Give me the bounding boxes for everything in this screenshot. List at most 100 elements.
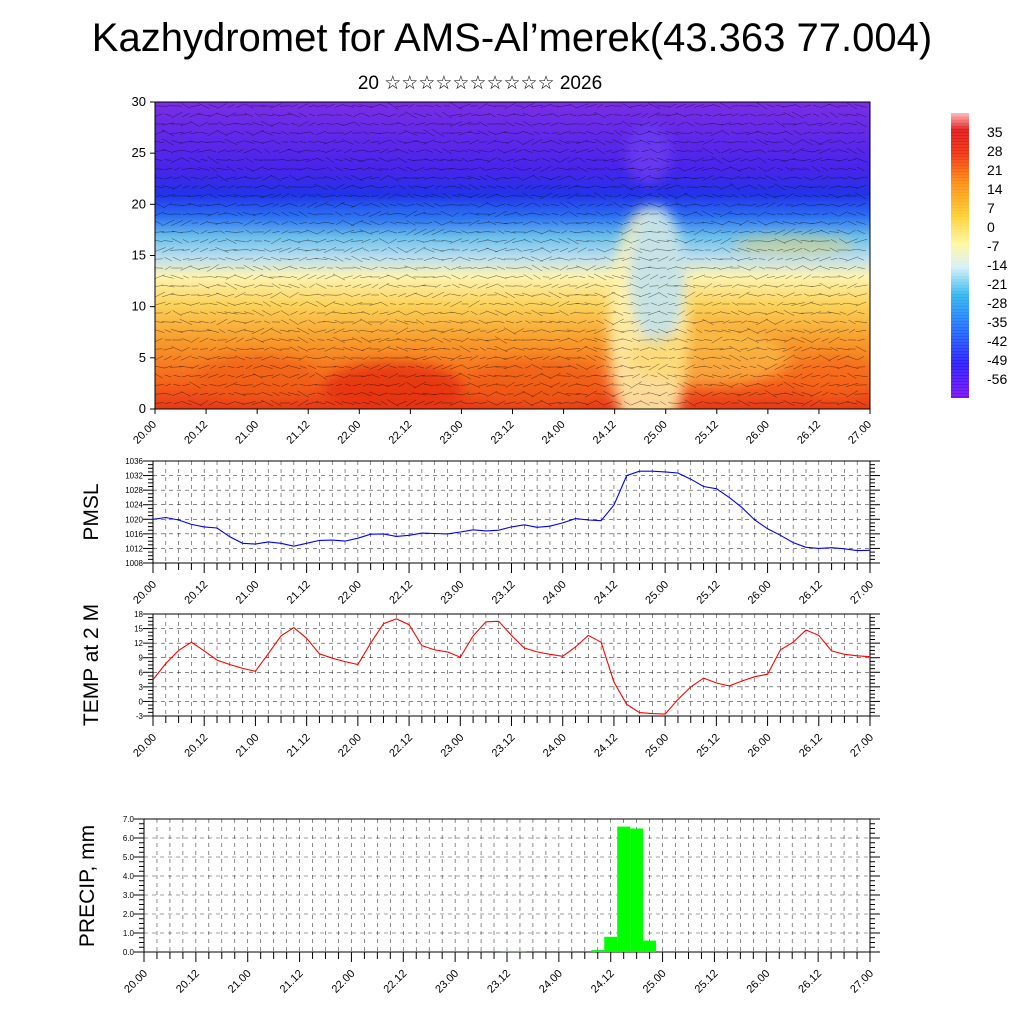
pmsl-ytick-label: 1036 (125, 457, 143, 466)
heat-xtick-label: 25.00 (642, 419, 670, 447)
heat-ytick-label: 30 (132, 94, 146, 109)
heat-xtick-label: 25.12 (693, 419, 721, 447)
precip-ytick-label: 7.0 (123, 815, 135, 824)
precip-bar (617, 826, 631, 952)
pmsl-xtick-label: 26.00 (746, 579, 774, 607)
colorbar-label: 7 (987, 200, 995, 216)
temp-2m-panel: -3 0 3 6 9 12 15 18 20.00 20.12 21.00 21.12 22.00 22.… (80, 604, 880, 760)
precip-bar (630, 828, 644, 952)
pmsl-ytick-label: 1016 (125, 530, 143, 539)
precip-ytick-label: 5.0 (123, 853, 135, 862)
colorbar-label: 21 (987, 162, 1003, 178)
heat-ytick-label: 15 (132, 248, 146, 263)
pmsl-xtick-label: 22.12 (387, 579, 415, 607)
temp-2m-xtick-label: 22.12 (387, 732, 415, 760)
heat-xtick-label: 20.12 (182, 419, 210, 447)
colorbar-label: -7 (987, 238, 1000, 254)
heat-feature-8 (733, 235, 854, 256)
temp-2m-xtick-label: 23.00 (438, 732, 466, 760)
temp-2m-ytick-label: 15 (134, 625, 143, 634)
pmsl-xtick-label: 20.12 (182, 579, 210, 607)
pmsl-ytick-label: 1020 (125, 515, 143, 524)
pmsl-xtick-label: 27.00 (848, 579, 876, 607)
precip-xtick-label: 23.12 (485, 968, 513, 996)
heat-feature-0 (323, 362, 464, 409)
temp-2m-xtick-label: 20.00 (131, 732, 159, 760)
heat-xtick-label: 23.00 (438, 419, 466, 447)
heat-xtick-label: 22.12 (387, 419, 415, 447)
precip-ytick-label: 0.0 (123, 948, 135, 957)
colorbar-label: -49 (987, 352, 1007, 368)
precip-xtick-label: 20.12 (174, 968, 202, 996)
heat-xtick-label: 26.12 (795, 419, 823, 447)
pmsl-series-line (152, 470, 871, 552)
precip-xtick-label: 25.00 (641, 968, 669, 996)
pmsl-xtick-label: 24.12 (592, 579, 620, 607)
pmsl-panel: 1008 1012 1016 1020 1024 1028 1032 1036 20.00 20.… (80, 457, 880, 607)
pmsl-ytick-label: 1028 (125, 486, 143, 495)
heat-ytick-label: 10 (132, 299, 146, 314)
precip-ytick-label: 1.0 (123, 929, 135, 938)
temperature-cross-section-field (155, 102, 870, 409)
pmsl-ytick-label: 1032 (125, 472, 143, 481)
colorbar: 35 28 21 14 7 0 -7 -14 -21 -28 -35 -42 -49 -56 (951, 113, 1007, 398)
precip-xtick-label: 23.00 (433, 968, 461, 996)
temp-2m-xtick-label: 22.00 (336, 732, 364, 760)
precip-xtick-label: 20.00 (122, 968, 150, 996)
temp-2m-ytick-label: -3 (136, 712, 144, 721)
pmsl-ytick-label: 1024 (125, 501, 143, 510)
heat-xtick-label: 23.12 (489, 419, 517, 447)
colorbar-stripes (951, 115, 969, 396)
colorbar-label: 35 (987, 124, 1003, 140)
temp-2m-xtick-label: 27.00 (848, 732, 876, 760)
temp-2m-xtick-label: 21.00 (234, 732, 262, 760)
heat-feature-4 (629, 205, 686, 346)
temp-2m-xtick-label: 21.12 (285, 732, 313, 760)
temp-2m-xtick-label: 24.00 (541, 732, 569, 760)
precip-bar (604, 936, 618, 952)
precip-xtick-label: 22.00 (330, 968, 358, 996)
heat-xtick-label: 27.00 (846, 419, 874, 447)
colorbar-label: 0 (987, 219, 995, 235)
precip-xtick-label: 24.00 (537, 968, 565, 996)
pmsl-xtick-label: 24.00 (541, 579, 569, 607)
colorbar-gradient (951, 113, 969, 398)
pmsl-xtick-label: 21.12 (285, 579, 313, 607)
temp-2m-ytick-label: 9 (139, 654, 144, 663)
temp-2m-xtick-label: 24.12 (592, 732, 620, 760)
precip-bar (513, 951, 527, 953)
pmsl-xtick-label: 23.00 (438, 579, 466, 607)
heat-xtick-label: 24.00 (540, 419, 568, 447)
precip-ytick-label: 2.0 (123, 910, 135, 919)
heat-ytick-label: 25 (132, 145, 146, 160)
chart-title: Kazhydromet for AMS-Al’merek(43.363 77.0… (91, 16, 933, 60)
temp-2m-xtick-label: 25.12 (695, 732, 723, 760)
temp-2m-xtick-label: 26.00 (746, 732, 774, 760)
pmsl-ytick-label: 1008 (125, 559, 143, 568)
temp-2m-ytick-label: 3 (139, 683, 144, 692)
precip-xtick-label: 27.00 (848, 968, 876, 996)
temp-series-line (152, 618, 871, 715)
temp-2m-xtick-label: 25.00 (643, 732, 671, 760)
temp-2m-ytick-label: 12 (134, 639, 143, 648)
colorbar-label: -21 (987, 276, 1007, 292)
pmsl-xtick-label: 21.00 (234, 579, 262, 607)
pmsl-xtick-label: 20.00 (131, 579, 159, 607)
pmsl-xtick-label: 25.00 (643, 579, 671, 607)
precip-ylabel: PRECIP, mm (76, 825, 99, 947)
precip-xtick-label: 22.12 (381, 968, 409, 996)
temp-2m-ytick-label: 6 (139, 668, 144, 677)
colorbar-label: 28 (987, 143, 1003, 159)
colorbar-label: -14 (987, 257, 1007, 273)
temp-2m-ytick-label: 0 (139, 697, 144, 706)
precip-xtick-label: 25.12 (693, 968, 721, 996)
pmsl-ylabel: PMSL (80, 483, 103, 540)
precip-xtick-label: 26.12 (796, 968, 824, 996)
temp-2m-xtick-label: 23.12 (490, 732, 518, 760)
temp-2m-ytick-label: 18 (134, 610, 143, 619)
pmsl-xtick-label: 26.12 (797, 579, 825, 607)
temp-2m-xtick-label: 26.12 (797, 732, 825, 760)
heat-feature-2 (468, 359, 609, 408)
